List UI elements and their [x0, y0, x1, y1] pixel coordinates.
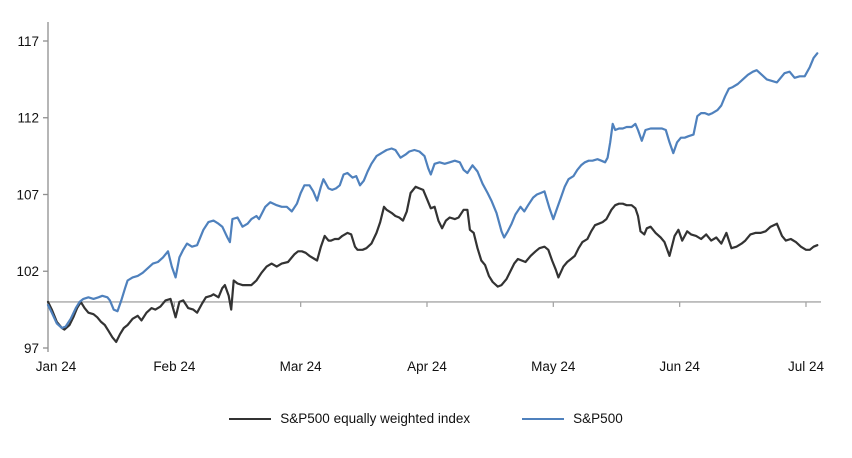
legend-label-sp500: S&P500	[573, 411, 623, 426]
x-tick-label: Jan 24	[36, 359, 77, 374]
x-tick-label: Apr 24	[407, 359, 447, 374]
y-tick-label: 117	[17, 34, 39, 49]
legend-item-sp500: S&P500	[522, 411, 623, 426]
y-tick-label: 112	[17, 111, 39, 126]
equal-weight-line-swatch	[229, 417, 272, 420]
x-tick-label: Jul 24	[788, 359, 825, 374]
legend-label-equal-weight: S&P500 equally weighted index	[280, 411, 471, 426]
sp500-line-swatch	[522, 417, 565, 420]
x-tick-label: Feb 24	[153, 359, 196, 374]
legend-item-equal-weight: S&P500 equally weighted index	[229, 411, 470, 426]
x-tick-label: Jun 24	[659, 359, 700, 374]
y-tick-label: 107	[16, 187, 39, 202]
series-line-sp500	[46, 52, 819, 330]
series-line-equal-weight	[46, 185, 819, 343]
y-tick-label: 97	[24, 341, 39, 356]
chart-legend: S&P500 equally weighted index S&P500	[0, 411, 852, 426]
x-tick-label: May 24	[531, 359, 576, 374]
y-tick-label: 102	[16, 264, 39, 279]
x-tick-label: Mar 24	[280, 359, 323, 374]
